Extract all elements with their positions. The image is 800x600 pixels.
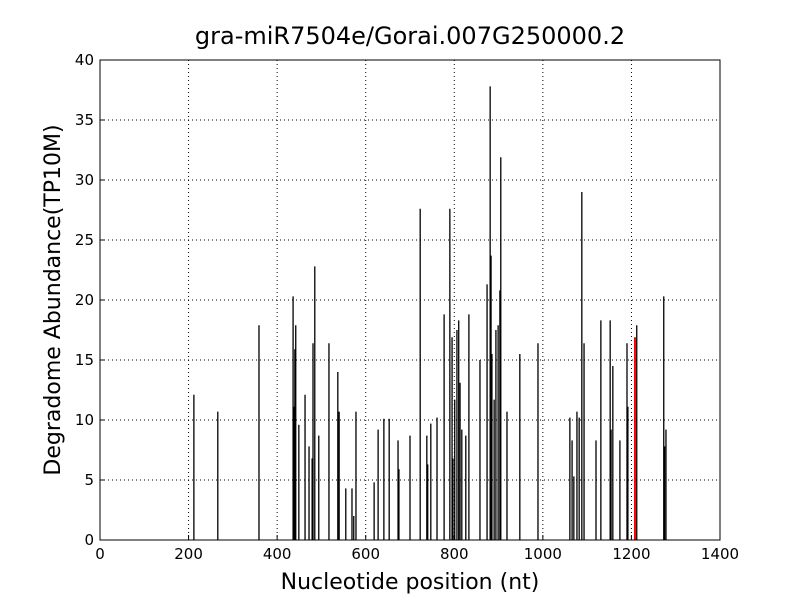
- y-tick-label: 0: [84, 531, 94, 549]
- y-tick-label: 10: [75, 411, 94, 429]
- x-tick-label: 1400: [701, 545, 739, 563]
- x-tick-label: 0: [95, 545, 105, 563]
- y-tick-label: 15: [75, 351, 94, 369]
- x-axis-label: Nucleotide position (nt): [281, 570, 540, 595]
- y-axis-label: Degradome Abundance(TP10M): [41, 124, 66, 475]
- x-tick-label: 800: [440, 545, 469, 563]
- x-tick-label: 1000: [524, 545, 562, 563]
- y-tick-label: 20: [75, 291, 94, 309]
- chart-title: gra-miR7504e/Gorai.007G250000.2: [195, 22, 625, 50]
- plot-frame: [99, 59, 721, 541]
- y-tick-label: 30: [75, 171, 94, 189]
- x-tick-label: 200: [174, 545, 203, 563]
- y-tick-label: 25: [75, 231, 94, 249]
- y-tick-label: 5: [84, 471, 94, 489]
- x-tick-label: 1200: [612, 545, 650, 563]
- x-tick-label: 600: [351, 545, 380, 563]
- y-tick-label: 40: [75, 51, 94, 69]
- x-tick-label: 400: [263, 545, 292, 563]
- y-tick-label: 35: [75, 111, 94, 129]
